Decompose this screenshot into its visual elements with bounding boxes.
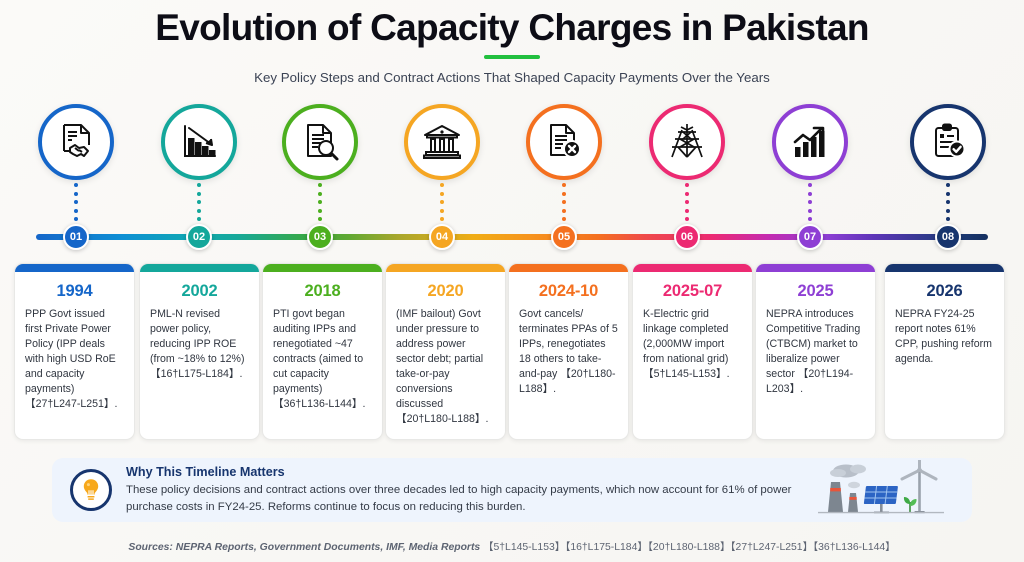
timeline-icon-04[interactable] — [404, 104, 480, 222]
card-accent-bar — [756, 264, 875, 272]
card-description: PTI govt began auditing IPPs and renegot… — [273, 308, 366, 411]
timeline-node-08[interactable]: 08 — [935, 224, 961, 250]
timeline-node-number: 05 — [557, 231, 571, 243]
timeline-card[interactable]: 2026 NEPRA FY24-25 report notes 61% CPP, … — [884, 263, 1005, 440]
card-accent-bar — [633, 264, 752, 272]
card-accent-bar — [140, 264, 259, 272]
sources-label: Sources: NEPRA Reports, Government Docum… — [128, 542, 481, 553]
card-year: 2024-10 — [538, 282, 599, 300]
timeline-icon-07[interactable] — [772, 104, 848, 222]
timeline-node-number: 02 — [192, 231, 206, 243]
card-description: Govt cancels/ terminates PPAs of 5 IPPs,… — [519, 308, 618, 396]
document-cancel-icon — [526, 104, 602, 180]
timeline-icon-02[interactable] — [161, 104, 237, 222]
timeline-node-02[interactable]: 02 — [186, 224, 212, 250]
timeline-node-number: 08 — [941, 231, 955, 243]
timeline-node-04[interactable]: 04 — [429, 224, 455, 250]
timeline-icon-08[interactable] — [910, 104, 986, 222]
card-year: 2002 — [181, 282, 218, 300]
card-year: 2026 — [926, 282, 963, 300]
timeline-card[interactable]: 2025 NEPRA introduces Competitive Trading… — [755, 263, 876, 440]
callout-box: Why This Timeline Matters These policy d… — [52, 450, 972, 522]
page-subtitle: Key Policy Steps and Contract Actions Th… — [254, 70, 770, 86]
timeline-card[interactable]: 1994 PPP Govt issued first Private Power … — [14, 263, 135, 440]
timeline-card[interactable]: 2024-10 Govt cancels/ terminates PPAs of … — [508, 263, 629, 440]
card-description: K-Electric grid linkage completed (2,000… — [643, 308, 730, 381]
card-year: 2025-07 — [662, 282, 723, 300]
timeline-card[interactable]: 2002 PML-N revised power policy, reducing… — [139, 263, 260, 440]
timeline-icon-05[interactable] — [526, 104, 602, 222]
power-pylon-icon — [649, 104, 725, 180]
timeline-node-06[interactable]: 06 — [674, 224, 700, 250]
card-description: NEPRA FY24-25 report notes 61% CPP, push… — [895, 308, 992, 366]
lightbulb-icon — [70, 469, 112, 511]
connector-dots — [946, 183, 950, 225]
timeline-node-number: 07 — [803, 231, 817, 243]
card-year: 2020 — [427, 282, 464, 300]
callout-title: Why This Timeline Matters — [126, 464, 285, 479]
document-handshake-icon — [38, 104, 114, 180]
document-magnifier-icon — [282, 104, 358, 180]
timeline-bar — [36, 234, 988, 240]
declining-bar-chart-icon — [161, 104, 237, 180]
title-underline — [484, 55, 540, 60]
timeline-node-number: 04 — [435, 231, 449, 243]
connector-dots — [74, 183, 78, 225]
timeline-node-number: 06 — [680, 231, 694, 243]
timeline-card[interactable]: 2018 PTI govt began auditing IPPs and ren… — [262, 263, 383, 440]
card-accent-bar — [15, 264, 134, 272]
connector-dots — [562, 183, 566, 225]
connector-dots — [685, 183, 689, 225]
card-accent-bar — [263, 264, 382, 272]
timeline-node-03[interactable]: 03 — [307, 224, 333, 250]
card-year: 2025 — [797, 282, 834, 300]
page-title: Evolution of Capacity Charges in Pakista… — [155, 7, 869, 48]
header: Evolution of Capacity Charges in Pakista… — [0, 0, 1024, 85]
timeline-icon-03[interactable] — [282, 104, 358, 222]
timeline-card[interactable]: 2025-07 K-Electric grid linkage completed… — [632, 263, 753, 440]
timeline-icons-row — [0, 104, 1024, 222]
card-year: 2018 — [304, 282, 341, 300]
card-description: PPP Govt issued first Private Power Poli… — [25, 308, 118, 411]
card-accent-bar — [509, 264, 628, 272]
sources-footer: Sources: NEPRA Reports, Government Docum… — [0, 538, 1024, 553]
bank-building-icon — [404, 104, 480, 180]
timeline-card[interactable]: 2020 (IMF bailout) Govt under pressure to… — [385, 263, 506, 440]
card-accent-bar — [885, 264, 1004, 272]
callout-text: These policy decisions and contract acti… — [126, 483, 792, 513]
timeline-node-number: 01 — [69, 231, 83, 243]
callout-body: Why This Timeline Matters These policy d… — [126, 465, 818, 515]
timeline-node-05[interactable]: 05 — [551, 224, 577, 250]
card-year: 1994 — [56, 282, 93, 300]
timeline-node-07[interactable]: 07 — [797, 224, 823, 250]
connector-dots — [197, 183, 201, 225]
card-description: NEPRA introduces Competitive Trading (CT… — [766, 308, 861, 396]
timeline-icon-06[interactable] — [649, 104, 725, 222]
card-description: PML-N revised power policy, reducing IPP… — [150, 308, 245, 381]
sources-refs: 【5†L145-L153】【16†L175-L184】【20†L180-L188… — [483, 542, 896, 553]
card-description: (IMF bailout) Govt under pressure to add… — [396, 308, 489, 426]
timeline-node-01[interactable]: 01 — [63, 224, 89, 250]
card-accent-bar — [386, 264, 505, 272]
connector-dots — [808, 183, 812, 225]
timeline-node-number: 03 — [313, 231, 327, 243]
clipboard-check-icon — [910, 104, 986, 180]
rising-bar-chart-arrow-icon — [772, 104, 848, 180]
timeline-icon-01[interactable] — [38, 104, 114, 222]
connector-dots — [318, 183, 322, 225]
power-plant-solar-wind-icon — [818, 450, 944, 521]
connector-dots — [440, 183, 444, 225]
